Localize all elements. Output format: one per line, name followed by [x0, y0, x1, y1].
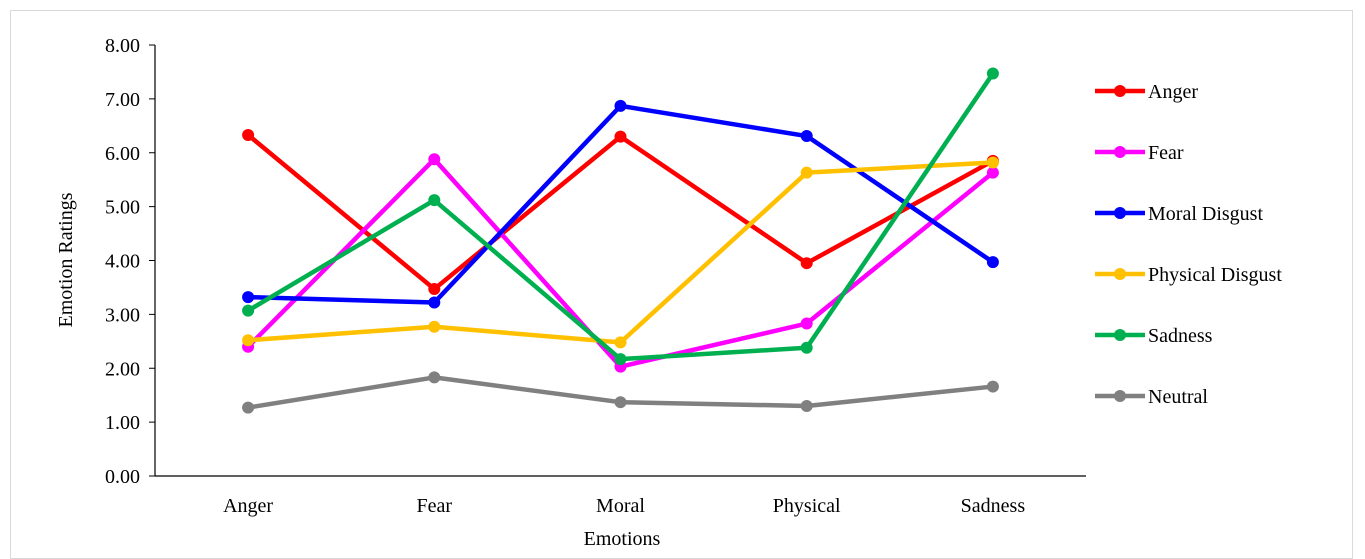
series-neutral — [242, 371, 999, 414]
data-point — [614, 353, 627, 366]
y-tick-label: 2.00 — [105, 358, 140, 380]
legend-item: Physical Disgust — [1095, 264, 1282, 286]
data-point — [800, 341, 813, 354]
data-point — [242, 334, 255, 347]
legend-label: Sadness — [1148, 325, 1213, 347]
legend-swatch-marker — [1114, 390, 1126, 402]
y-tick-label: 7.00 — [105, 89, 140, 111]
y-tick-label: 4.00 — [105, 251, 140, 273]
x-axis-title: Emotions — [584, 528, 661, 549]
data-point — [800, 130, 813, 143]
series-moral-disgust — [242, 99, 999, 309]
legend-swatch-marker — [1114, 146, 1126, 158]
data-point — [428, 296, 441, 309]
data-point — [428, 283, 441, 296]
data-point — [428, 153, 441, 166]
data-point — [800, 257, 813, 270]
legend-label: Fear — [1148, 142, 1184, 164]
legend-label: Neutral — [1148, 386, 1208, 408]
data-point — [986, 166, 999, 179]
data-point — [428, 194, 441, 207]
y-tick-label: 6.00 — [105, 143, 140, 165]
data-point — [242, 304, 255, 317]
series-line — [246, 72, 995, 362]
legend-label: Anger — [1148, 81, 1198, 103]
series-physical-disgust — [242, 156, 999, 349]
legend-label: Moral Disgust — [1148, 203, 1263, 225]
legend-item: Sadness — [1095, 325, 1213, 347]
y-axis-title: Emotion Ratings — [55, 192, 77, 327]
y-axis-ticks: 0.00 1.00 2.00 3.00 4.00 5.00 6.00 7.00 8.00 — [105, 35, 155, 488]
x-category-label: Anger — [223, 495, 273, 517]
legend-item: Fear — [1095, 142, 1184, 164]
series-sadness — [242, 67, 999, 366]
series-group — [242, 67, 999, 414]
legend-item: Moral Disgust — [1095, 203, 1263, 225]
data-point — [986, 256, 999, 269]
legend-item: Neutral — [1095, 386, 1208, 408]
y-tick-label: 3.00 — [105, 304, 140, 326]
legend-swatch-marker — [1114, 207, 1126, 219]
x-axis-categories: Anger Fear Moral Physical Sadness — [223, 495, 1025, 517]
x-category-label: Moral — [596, 495, 645, 517]
y-tick-label: 0.00 — [105, 466, 140, 488]
y-tick-label: 8.00 — [105, 35, 140, 57]
data-point — [800, 399, 813, 412]
data-point — [800, 166, 813, 179]
data-point — [986, 156, 999, 169]
legend-item: Anger — [1095, 81, 1198, 103]
series-line — [246, 156, 995, 369]
axes — [154, 45, 1086, 477]
legend: Anger Fear Moral Disgust Physical Disgust Sa… — [1095, 81, 1282, 408]
data-point — [614, 336, 627, 349]
data-point — [242, 291, 255, 304]
legend-swatch-marker — [1114, 268, 1126, 280]
x-category-label: Fear — [417, 495, 453, 517]
series-line — [247, 160, 994, 345]
legend-swatch-marker — [1114, 85, 1126, 97]
data-point — [614, 99, 627, 112]
data-point — [800, 317, 813, 330]
y-tick-label: 5.00 — [105, 197, 140, 219]
y-tick-label: 1.00 — [105, 412, 140, 434]
legend-label: Physical Disgust — [1148, 264, 1282, 286]
data-point — [242, 128, 255, 141]
data-point — [428, 320, 441, 333]
series-anger — [242, 128, 999, 296]
x-category-label: Sadness — [961, 495, 1026, 517]
data-point — [242, 401, 255, 414]
data-point — [614, 396, 627, 409]
data-point — [614, 130, 627, 143]
x-category-label: Physical — [773, 495, 841, 517]
data-point — [986, 67, 999, 80]
data-point — [428, 371, 441, 384]
legend-swatch-marker — [1114, 329, 1126, 341]
data-point — [986, 380, 999, 393]
